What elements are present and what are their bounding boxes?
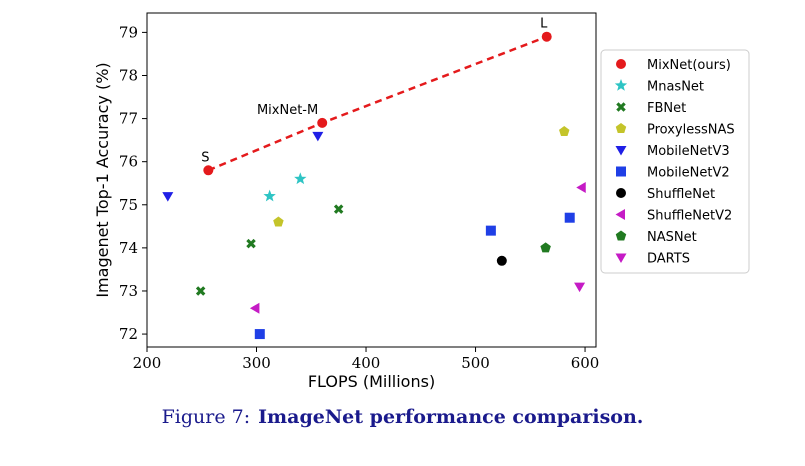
- mnasnet-point: [263, 189, 276, 202]
- mixnet-ours-point: [317, 117, 328, 128]
- shufflenet-point: [496, 255, 507, 266]
- point-annotations: S MixNet-M L: [201, 17, 548, 166]
- y-tick-label: 74: [119, 239, 138, 257]
- legend-marker-proxylessnas: [615, 123, 627, 133]
- shufflenetv2-point: [249, 302, 260, 314]
- y-tick-label: 79: [119, 23, 138, 41]
- legend-label-proxylessnas: ProxylessNAS: [647, 123, 735, 138]
- figure-caption: Figure 7: ImageNet performance comparison…: [0, 406, 805, 428]
- legend-box: [600, 49, 750, 274]
- figure-title: ImageNet performance comparison.: [258, 406, 644, 428]
- proxylessnas-point: [273, 216, 284, 227]
- legend-label-shufflenet: ShuffleNet: [647, 187, 715, 202]
- y-tick-label: 72: [119, 325, 138, 343]
- legend-marker-shufflenet: [616, 188, 626, 198]
- fbnet-point: [195, 286, 206, 296]
- y-tick-label: 77: [119, 110, 138, 128]
- mixnet-ours-point: [203, 165, 214, 176]
- legend-label-mixnet-ours: MixNet(ours): [647, 58, 731, 73]
- proxylessnas-point: [559, 126, 570, 136]
- legend-label-shufflenetv2: ShuffleNetV2: [647, 209, 732, 224]
- y-tick-label: 75: [119, 196, 138, 214]
- nasnet-point: [540, 242, 551, 253]
- darts-point: [574, 282, 586, 293]
- plot-area: [146, 12, 597, 348]
- x-tick-label: 600: [571, 354, 600, 372]
- legend-label-fbnet: FBNet: [647, 101, 686, 116]
- legend-marker-mobilenetv3: [615, 146, 627, 156]
- legend-label-darts: DARTS: [647, 252, 690, 267]
- legend: MixNet(ours) MnasNet FBNet ProxylessNAS Mobi…: [600, 49, 750, 274]
- legend-marker-nasnet: [615, 230, 627, 241]
- mobilenetv3-point: [312, 131, 324, 142]
- x-tick-label: 300: [242, 354, 271, 372]
- x-tick-label: 200: [133, 354, 162, 372]
- point-annotation: MixNet-M: [257, 103, 318, 118]
- figure-label: Figure 7:: [161, 406, 251, 428]
- mnasnet-point: [294, 172, 307, 185]
- point-annotation: S: [201, 150, 209, 165]
- x-tick-label: 400: [352, 354, 381, 372]
- x-tick-label: 500: [461, 354, 490, 372]
- y-tick-label: 78: [119, 66, 138, 84]
- x-axis-title: FLOPS (Millions): [308, 372, 435, 391]
- legend-label-mnasnet: MnasNet: [647, 80, 704, 95]
- legend-marker-mixnet-ours: [616, 59, 626, 69]
- legend-marker-fbnet: [616, 102, 626, 112]
- legend-marker-mobilenetv2: [616, 166, 626, 177]
- mixnet-ours-point: [541, 31, 552, 42]
- legend-marker-shufflenetv2: [615, 209, 625, 220]
- mobilenetv2-point: [564, 212, 575, 223]
- fbnet-point: [333, 204, 344, 214]
- legend-label-mobilenetv3: MobileNetV3: [647, 144, 730, 159]
- mobilenetv3-point: [162, 192, 174, 202]
- scatter-chart: 200 300 400 500 600 72 73 74 75 76 77 78 79 S MixNet-…: [93, 12, 750, 391]
- legend-marker-mnasnet: [614, 79, 628, 91]
- mobilenetv2-point: [254, 329, 265, 340]
- y-tick-label: 76: [119, 153, 138, 171]
- axis-ticks: 200 300 400 500 600 72 73 74 75 76 77 78 79: [119, 23, 599, 372]
- point-annotation: L: [540, 17, 548, 32]
- shufflenetv2-point: [576, 182, 586, 194]
- y-tick-label: 73: [119, 282, 138, 300]
- y-axis-title: Imagenet Top-1 Accuracy (%): [93, 62, 112, 297]
- legend-label-nasnet: NASNet: [647, 230, 697, 245]
- data-points: [162, 31, 586, 340]
- legend-label-mobilenetv2: MobileNetV2: [647, 166, 730, 181]
- mobilenetv2-point: [485, 225, 496, 236]
- legend-marker-darts: [615, 253, 627, 263]
- fbnet-point: [246, 238, 256, 249]
